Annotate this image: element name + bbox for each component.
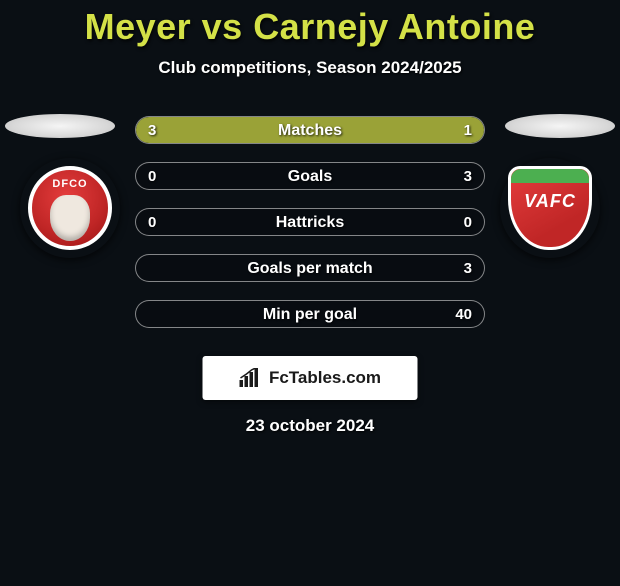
stat-value-right: 0 [464,209,472,236]
stat-row: Goals per match3 [135,254,485,282]
stat-label: Hattricks [136,209,484,236]
stat-row: Min per goal40 [135,300,485,328]
subtitle: Club competitions, Season 2024/2025 [0,58,620,78]
stat-label: Goals [136,163,484,190]
club-abbrev-right: VAFC [524,191,576,212]
page-title: Meyer vs Carnejy Antoine [0,6,620,48]
owl-icon [50,195,90,241]
player-photo-right [505,114,615,138]
stat-value-right: 3 [464,163,472,190]
stat-value-left: 0 [148,163,156,190]
stat-label: Min per goal [136,301,484,328]
club-logo-right: VAFC [500,158,600,258]
stat-row: Matches3 1 [135,116,485,144]
stat-value-left: 0 [148,209,156,236]
date-label: 23 october 2024 [0,416,620,436]
watermark: FcTables.com [203,356,418,400]
watermark-text: FcTables.com [269,368,381,388]
player-photo-left [5,114,115,138]
stat-value-right: 1 [464,117,472,144]
stat-value-right: 3 [464,255,472,282]
stat-value-right: 40 [455,301,472,328]
stat-label: Matches [136,117,484,144]
stat-value-left: 3 [148,117,156,144]
club-logo-left: DFCO [20,158,120,258]
stats-bars: Matches31Goals03Hattricks00Goals per mat… [135,116,485,346]
bar-chart-icon [239,368,263,388]
stat-row: Hattricks0 0 [135,208,485,236]
stat-row: Goals0 3 [135,162,485,190]
stat-label: Goals per match [136,255,484,282]
club-abbrev-left: DFCO [52,178,87,190]
